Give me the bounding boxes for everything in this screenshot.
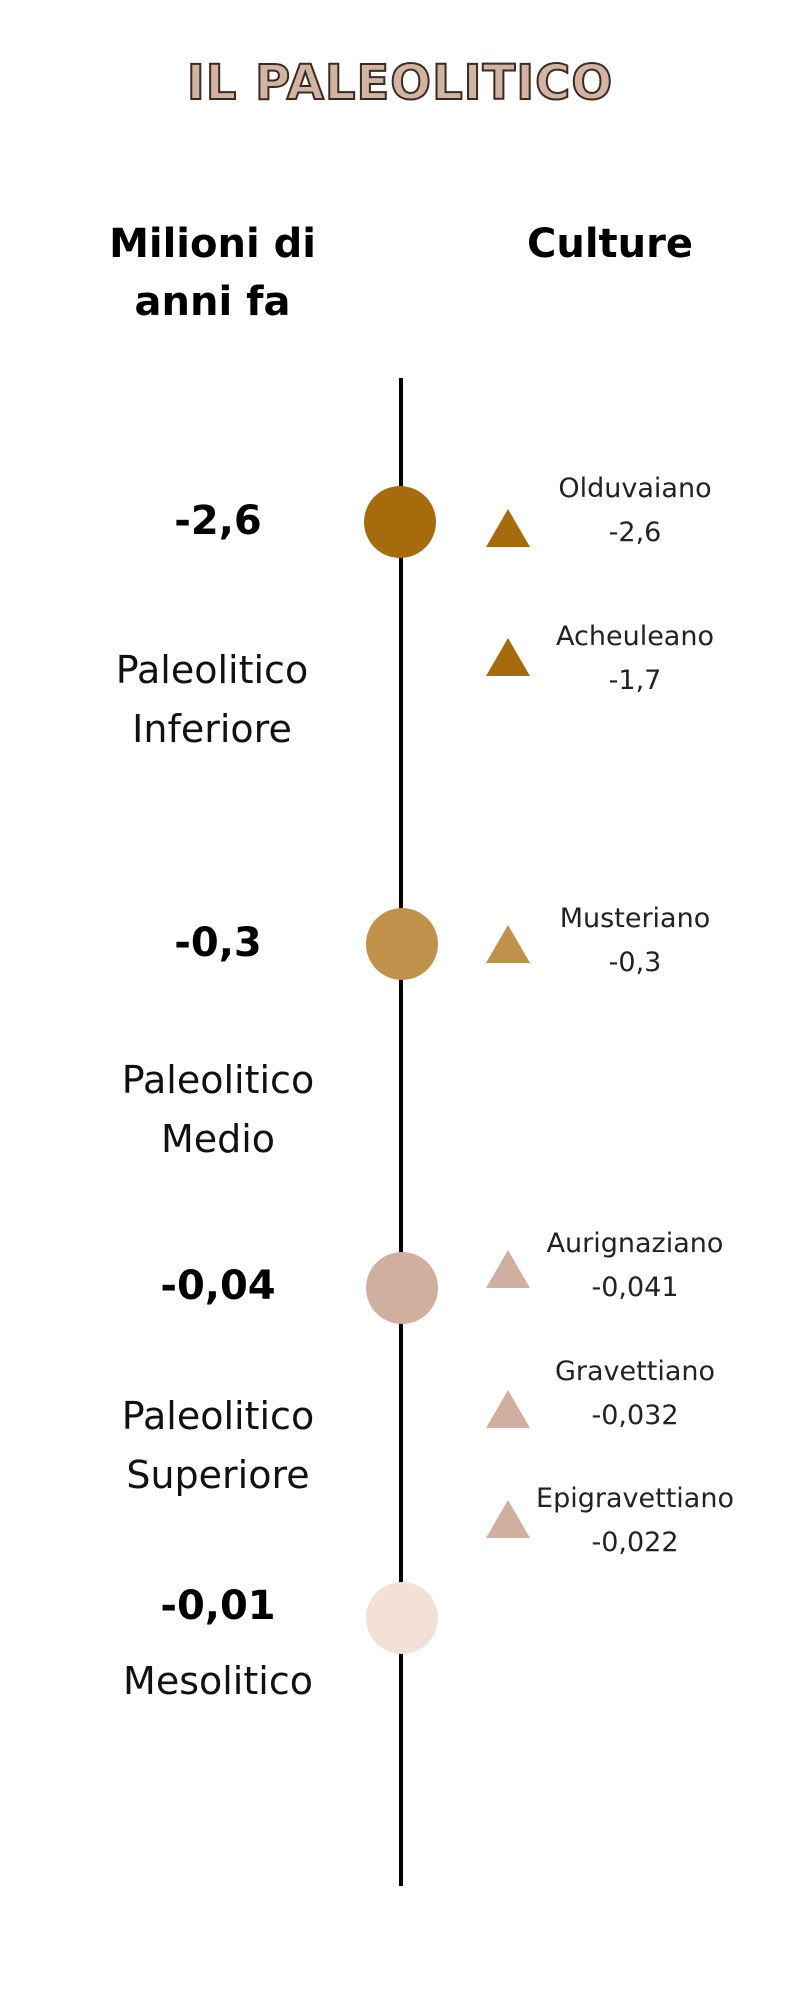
culture-aurignaziano: Aurignaziano -0,041: [505, 1222, 765, 1310]
culture-triangle-marker: [486, 1390, 530, 1428]
date-label: -2,6: [174, 498, 262, 544]
culture-acheuleano: Acheuleano -1,7: [505, 615, 765, 703]
period-line: Inferiore: [132, 707, 292, 751]
culture-name: Acheuleano: [556, 621, 714, 652]
period-line: Paleolitico: [121, 1394, 315, 1438]
period-paleolitico-superiore: Paleolitico Superiore: [68, 1387, 368, 1505]
timeline-dot-0-01: [366, 1582, 438, 1654]
timeline-axis: [399, 378, 403, 1886]
culture-date: -2,6: [608, 517, 662, 548]
culture-triangle-marker: [486, 1250, 530, 1288]
culture-name: Olduvaiano: [558, 473, 712, 504]
culture-name: Gravettiano: [554, 1356, 715, 1387]
timeline-dot-2-6: [364, 486, 436, 558]
culture-name: Epigravettiano: [536, 1483, 734, 1514]
timeline-dot-0-04: [366, 1252, 438, 1324]
period-line: Medio: [160, 1117, 276, 1161]
period-line: Superiore: [126, 1453, 310, 1497]
culture-name: Aurignaziano: [546, 1228, 724, 1259]
culture-triangle-marker: [486, 1500, 530, 1538]
period-paleolitico-medio: Paleolitico Medio: [68, 1051, 368, 1169]
culture-olduvaiano: Olduvaiano -2,6: [505, 467, 765, 555]
timeline-dot-0-3: [366, 908, 438, 980]
culture-musteriano: Musteriano -0,3: [505, 897, 765, 985]
date-label: -0,3: [174, 920, 262, 966]
column-header-years: Milioni di anni fa: [109, 221, 316, 325]
culture-date: -0,022: [591, 1527, 679, 1558]
period-mesolitico: Mesolitico: [123, 1659, 313, 1703]
culture-date: -0,3: [608, 947, 662, 978]
culture-gravettiano: Gravettiano -0,032: [505, 1350, 765, 1438]
culture-triangle-marker: [486, 925, 530, 963]
culture-triangle-marker: [486, 509, 530, 547]
period-paleolitico-inferiore: Paleolitico Inferiore: [62, 641, 362, 759]
culture-date: -0,032: [591, 1400, 679, 1431]
page-title: IL PALEOLITICO: [186, 54, 614, 112]
culture-name: Musteriano: [559, 903, 711, 934]
column-header-cultures: Culture: [527, 221, 693, 267]
period-line: Paleolitico: [121, 1058, 315, 1102]
culture-date: -1,7: [608, 665, 662, 696]
culture-date: -0,041: [591, 1272, 679, 1303]
culture-epigravettiano: Epigravettiano -0,022: [505, 1477, 765, 1565]
date-label: -0,01: [160, 1583, 276, 1629]
date-label: -0,04: [160, 1263, 276, 1309]
culture-triangle-marker: [486, 638, 530, 676]
period-line: Paleolitico: [115, 648, 309, 692]
